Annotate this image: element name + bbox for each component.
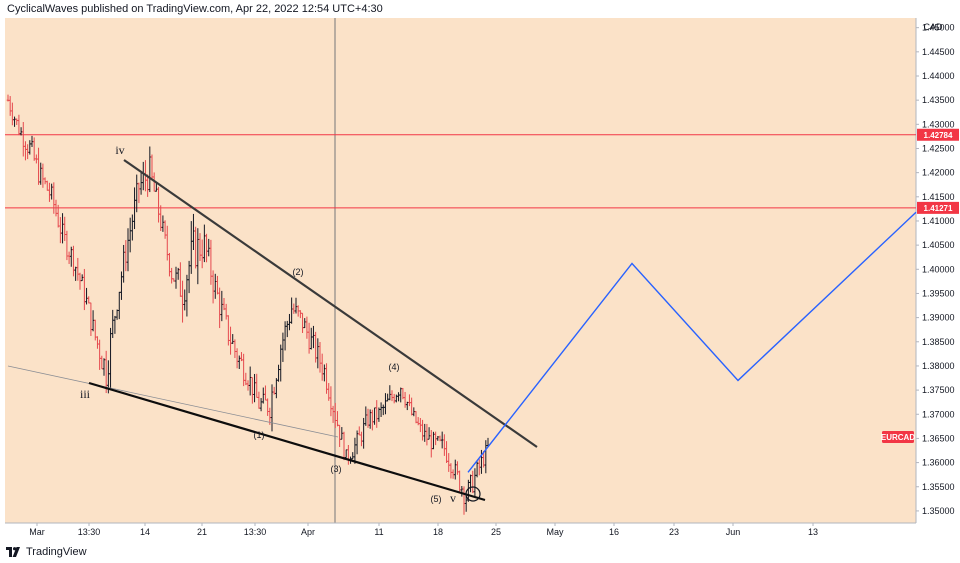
level-price-label: 1.41271 xyxy=(924,204,953,213)
price-tick-label: 1.41000 xyxy=(922,216,955,226)
wave-label: (3) xyxy=(331,464,342,474)
time-tick-label: 23 xyxy=(669,527,679,537)
time-tick-label: 11 xyxy=(374,527,383,537)
price-tick-label: 1.38500 xyxy=(922,337,955,347)
level-price-badge xyxy=(917,128,959,141)
svg-text:EURCAD: EURCAD xyxy=(881,433,915,442)
price-tick-label: 1.42500 xyxy=(922,143,955,153)
wave-labels-layer: iv iii (1) (2) (3) (4) (5) v xyxy=(80,143,456,505)
level-price-label: 1.42784 xyxy=(924,131,953,140)
time-tick-label: May xyxy=(546,527,564,537)
time-tick-label: 18 xyxy=(433,527,443,537)
wave-label: iv xyxy=(115,143,124,157)
brand-footer: TradingView xyxy=(6,545,87,559)
lower-wedge-line xyxy=(88,381,486,502)
price-tick-label: 1.38000 xyxy=(922,361,955,371)
projected-wave-path xyxy=(467,211,917,473)
price-tick-label: 1.44500 xyxy=(922,47,955,57)
tradingview-logo-icon xyxy=(6,547,22,557)
time-tick-label: 14 xyxy=(140,527,150,537)
horizontal-levels-layer xyxy=(5,134,916,209)
upper-wedge-line xyxy=(123,159,538,448)
price-tick-label: 1.35000 xyxy=(922,506,955,516)
price-tick-label: 1.36000 xyxy=(922,458,955,468)
axis-currency-label: CAD xyxy=(923,22,943,32)
price-tick-label: 1.45000 xyxy=(922,23,955,33)
time-tick-label: 21 xyxy=(197,527,207,537)
wave-label: (4) xyxy=(389,362,400,372)
price-tick-label: 1.36500 xyxy=(922,433,955,443)
time-tick-label: 25 xyxy=(491,527,501,537)
time-tick-label: Mar xyxy=(29,527,45,537)
drawings-layer xyxy=(7,159,917,502)
wave-label: (2) xyxy=(293,267,304,277)
price-tick-label: 1.41500 xyxy=(922,192,955,202)
wave-label: v xyxy=(450,491,456,505)
price-axis[interactable]: 1.45000 1.44500 1.44000 1.43500 1.43000 1.425… xyxy=(916,23,959,516)
price-tick-label: 1.40000 xyxy=(922,264,955,274)
time-axis[interactable]: Mar 13:30 14 21 13:30 Apr 11 18 25 May 16 23 Jun 13 xyxy=(29,523,818,537)
wave-v-circle xyxy=(465,486,481,502)
price-tick-label: 1.39000 xyxy=(922,313,955,323)
price-tick-label: 1.37500 xyxy=(922,385,955,395)
wave-label: (1) xyxy=(254,430,265,440)
price-bars-layer xyxy=(6,94,490,515)
brand-name: TradingView xyxy=(26,546,87,558)
price-tick-label: 1.42000 xyxy=(922,168,955,178)
wave-label: iii xyxy=(80,387,91,401)
symbol-badge: EURCAD xyxy=(881,431,915,443)
time-tick-label: 16 xyxy=(609,527,619,537)
price-tick-label: 1.43500 xyxy=(922,95,955,105)
wave-label: (5) xyxy=(431,494,442,504)
plot-area-background xyxy=(5,18,916,523)
price-tick-label: 1.43000 xyxy=(922,119,955,129)
time-tick-label: 13:30 xyxy=(78,527,101,537)
thin-trendline xyxy=(7,365,339,438)
price-tick-label: 1.44000 xyxy=(922,71,955,81)
price-tick-label: 1.35500 xyxy=(922,482,955,492)
time-tick-label: 13 xyxy=(808,527,818,537)
time-tick-label: Jun xyxy=(726,527,741,537)
time-tick-label: Apr xyxy=(301,527,315,537)
level-price-badge xyxy=(917,201,959,214)
price-tick-label: 1.39500 xyxy=(922,288,955,298)
price-tick-label: 1.40500 xyxy=(922,240,955,250)
time-tick-label: 13:30 xyxy=(244,527,267,537)
publish-attribution: CyclicalWaves published on TradingView.c… xyxy=(7,3,383,15)
price-tick-label: 1.37000 xyxy=(922,409,955,419)
